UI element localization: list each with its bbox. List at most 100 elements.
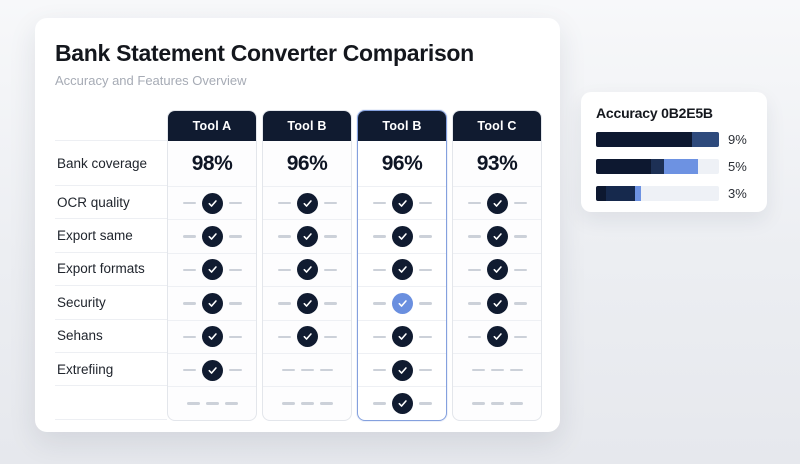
feature-cell (168, 252, 256, 286)
feature-cell (358, 352, 446, 386)
accuracy-bar-row: 5% (596, 159, 752, 174)
feature-cell (263, 319, 351, 353)
feature-cell (168, 352, 256, 386)
dash-placeholder (513, 335, 527, 338)
dash-placeholder (277, 335, 291, 338)
feature-cell (358, 286, 446, 319)
dash-placeholder (513, 201, 527, 205)
row-label (55, 386, 167, 420)
tool-column-header[interactable]: Tool A (168, 111, 256, 141)
tool-column[interactable]: Tool B 96% (262, 110, 352, 421)
tool-column-header[interactable]: Tool B (358, 111, 446, 141)
feature-cell (168, 386, 256, 419)
dash-placeholder (182, 268, 196, 272)
feature-cell (168, 286, 256, 319)
feature-cell (453, 252, 541, 286)
check-icon (391, 359, 413, 381)
bar-track (596, 159, 719, 174)
feature-cell (358, 386, 446, 419)
bar-segment (605, 186, 636, 201)
dash-placeholder (467, 268, 481, 272)
tool-column-header[interactable]: Tool B (263, 111, 351, 141)
bar-segment (651, 159, 664, 174)
row-label: OCR quality (55, 186, 167, 220)
tool-column[interactable]: Tool C 93% (452, 110, 542, 421)
tool-column-header[interactable]: Tool C (453, 111, 541, 141)
dash-placeholder (228, 368, 242, 372)
row-label: Security (55, 286, 167, 320)
dash-placeholder (228, 335, 242, 338)
check-icon (391, 393, 413, 415)
dash-placeholder (182, 201, 196, 205)
tool-column[interactable]: Tool A 98% (167, 110, 257, 421)
bar-segment (663, 159, 699, 174)
check-icon (486, 326, 508, 348)
comparison-card: Bank Statement Converter Comparison Accu… (35, 18, 560, 432)
dash-placeholder (205, 402, 219, 405)
bar-value-label: 9% (728, 132, 747, 147)
page-title: Bank Statement Converter Comparison (55, 40, 474, 66)
bar-track (596, 132, 719, 147)
feature-cell (263, 219, 351, 252)
check-icon (201, 192, 223, 214)
feature-cell (358, 186, 446, 219)
dash-placeholder (277, 268, 291, 272)
dash-placeholder (513, 302, 527, 305)
dash-placeholder (372, 302, 386, 305)
bar-segment (596, 159, 652, 174)
dash-placeholder (372, 268, 386, 272)
dash-placeholder (467, 302, 481, 305)
dash-placeholder (513, 235, 527, 238)
dash-placeholder (509, 402, 523, 405)
feature-cell (168, 319, 256, 353)
feature-cell (453, 386, 541, 419)
dash-placeholder (372, 201, 386, 205)
dash-placeholder (467, 335, 481, 338)
check-icon (296, 292, 318, 314)
dash-placeholder (277, 302, 291, 305)
tool-columns: Tool A 98% Tool B 96% Tool B 96% Tool C 93% (167, 110, 542, 421)
dash-placeholder (281, 368, 295, 372)
dash-placeholder (467, 201, 481, 205)
dash-placeholder (300, 402, 314, 405)
coverage-value: 98% (191, 151, 233, 175)
bar-segment (635, 186, 642, 201)
dash-placeholder (182, 302, 196, 305)
check-icon (296, 326, 318, 348)
check-icon (486, 226, 508, 248)
check-icon (201, 292, 223, 314)
dash-placeholder (319, 368, 333, 372)
dash-placeholder (323, 268, 337, 272)
row-label: Export same (55, 219, 167, 253)
dash-placeholder (319, 402, 333, 405)
dash-placeholder (182, 235, 196, 238)
feature-cell (453, 186, 541, 219)
dash-placeholder (372, 235, 386, 238)
dash-placeholder (323, 335, 337, 338)
dash-placeholder (490, 402, 504, 405)
dash-placeholder (182, 368, 196, 372)
bar-segment (691, 132, 719, 147)
feature-cell (453, 319, 541, 353)
dash-placeholder (182, 335, 196, 338)
dash-placeholder (471, 368, 485, 372)
dash-placeholder (513, 268, 527, 272)
feature-cell (453, 352, 541, 386)
accuracy-card: Accuracy 0B2E5B 9% 5% 3% (581, 92, 767, 212)
dash-placeholder (490, 368, 504, 372)
dash-placeholder (228, 201, 242, 205)
dash-placeholder (277, 235, 291, 238)
feature-cell (453, 219, 541, 252)
bar-segment (596, 132, 692, 147)
check-icon (486, 192, 508, 214)
bar-track (596, 186, 719, 201)
check-icon (486, 292, 508, 314)
check-icon (201, 326, 223, 348)
accuracy-bar-row: 3% (596, 186, 752, 201)
tool-column[interactable]: Tool B 96% (357, 110, 447, 421)
dash-placeholder (277, 201, 291, 205)
coverage-value: 93% (476, 151, 518, 175)
dash-placeholder (224, 402, 238, 405)
bar-value-label: 5% (728, 159, 747, 174)
check-icon (486, 259, 508, 281)
